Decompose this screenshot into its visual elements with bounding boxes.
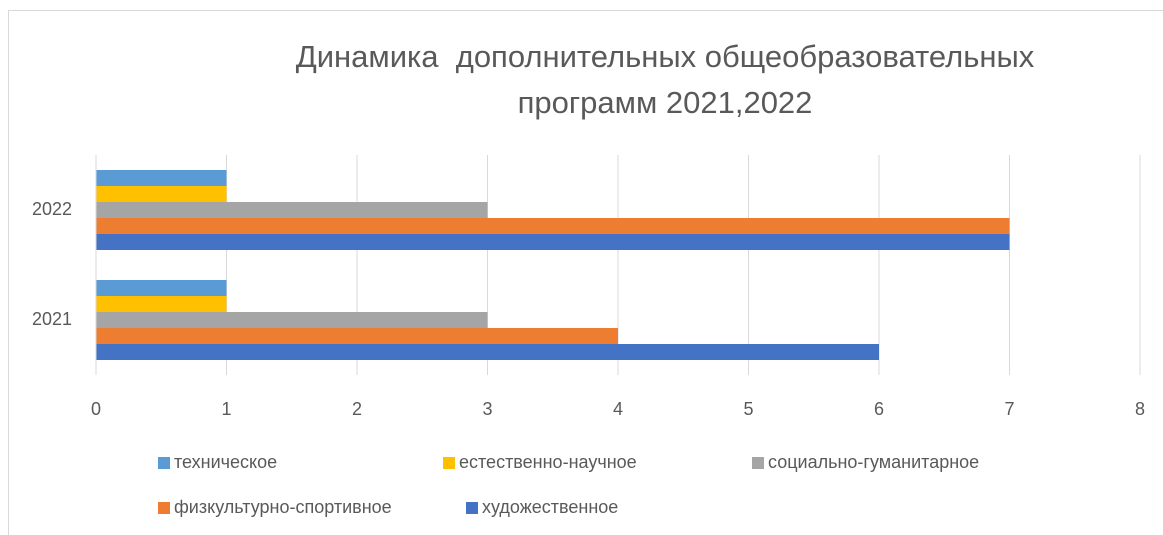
legend-label: художественное	[482, 497, 618, 517]
chart-title: Динамика дополнительных общеобразователь…	[295, 39, 1043, 120]
legend-label: техническое	[174, 452, 277, 472]
legend-swatch	[158, 457, 170, 469]
legend-swatch	[466, 502, 478, 514]
bar	[96, 186, 227, 202]
x-tick-label: 2	[352, 399, 362, 419]
x-tick-label: 5	[743, 399, 753, 419]
legend-swatch	[443, 457, 455, 469]
bar	[96, 234, 1010, 250]
legend-swatch	[158, 502, 170, 514]
x-tick-label: 0	[91, 399, 101, 419]
legend-label: физкультурно-спортивное	[174, 497, 392, 517]
bar	[96, 312, 488, 328]
x-tick-label: 6	[874, 399, 884, 419]
bar	[96, 170, 227, 186]
x-tick-label: 3	[482, 399, 492, 419]
chart-border	[8, 10, 1163, 535]
bar	[96, 280, 227, 296]
legend-label: социально-гуманитарное	[768, 452, 979, 472]
legend-swatch	[752, 457, 764, 469]
x-tick-label: 4	[613, 399, 623, 419]
y-tick-label: 2021	[32, 309, 72, 329]
y-tick-label: 2022	[32, 199, 72, 219]
bar	[96, 296, 227, 312]
bar	[96, 328, 618, 344]
bar	[96, 218, 1010, 234]
x-tick-label: 8	[1135, 399, 1145, 419]
x-tick-label: 1	[221, 399, 231, 419]
legend-label: естественно-научное	[459, 452, 637, 472]
x-tick-label: 7	[1004, 399, 1014, 419]
bar	[96, 344, 879, 360]
bar	[96, 202, 488, 218]
